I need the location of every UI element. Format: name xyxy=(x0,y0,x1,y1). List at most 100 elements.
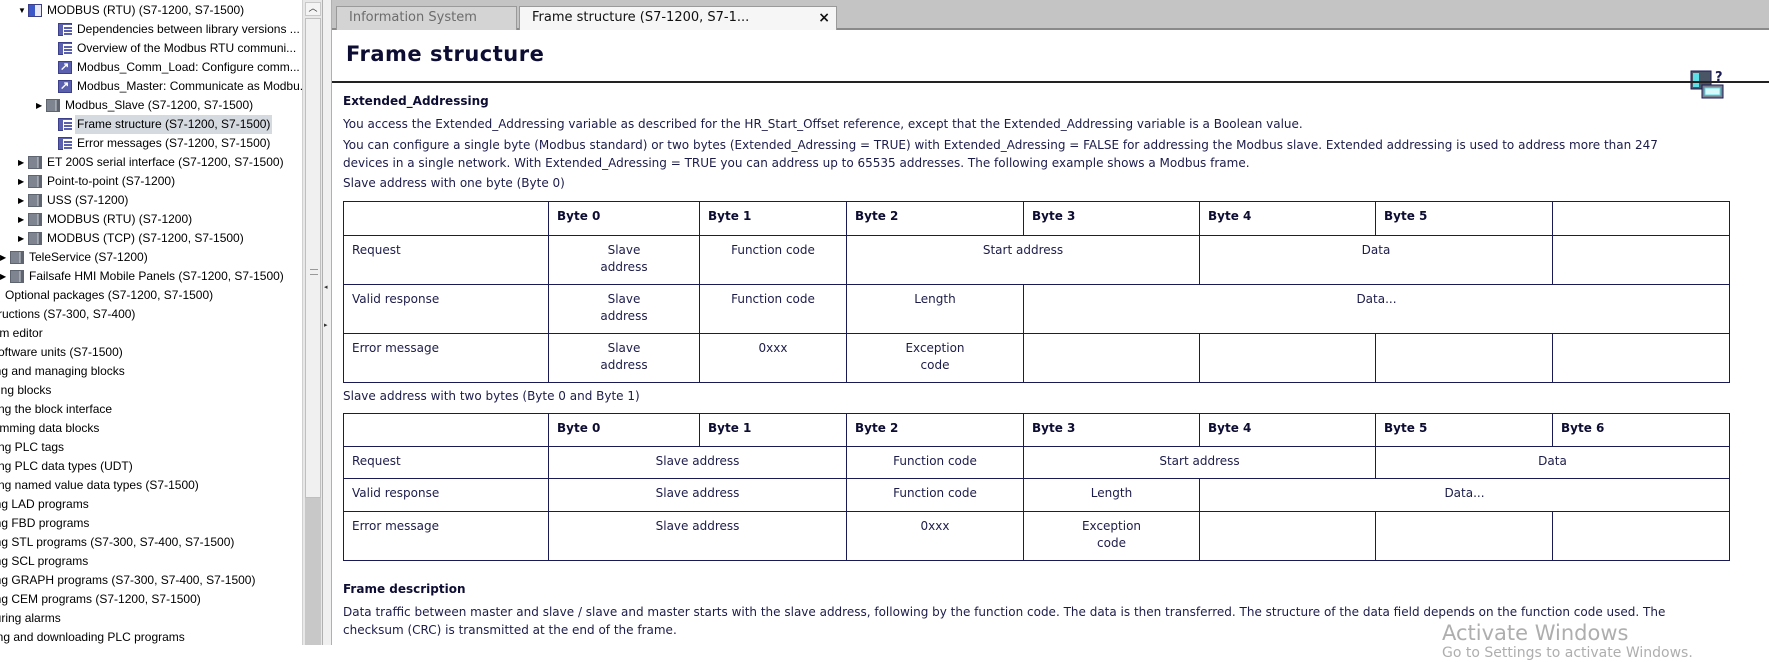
tree-item[interactable]: gram editor xyxy=(0,324,45,343)
paragraph: Data traffic between master and slave / … xyxy=(343,605,1666,619)
tree-item[interactable]: ▶ Point-to-point (S7-1200) xyxy=(18,172,177,191)
tree-item[interactable]: ▶ TeleService (S7-1200) xyxy=(0,248,150,267)
tree-item[interactable]: ating LAD programs xyxy=(0,495,91,514)
tree-item[interactable]: ▼ MODBUS (RTU) (S7-1200, S7-1500) xyxy=(18,1,246,20)
tree-item[interactable]: Error messages (S7-1200, S7-1500) xyxy=(48,134,272,153)
collapse-left-icon[interactable]: ◂ xyxy=(324,283,328,291)
cell xyxy=(1199,333,1376,383)
tree-item[interactable]: ▶ Failsafe HMI Mobile Panels (S7-1200, S7… xyxy=(0,267,286,286)
folder-icon xyxy=(28,175,42,188)
tree-item[interactable]: Overview of the Modbus RTU communi... xyxy=(48,39,298,58)
cell: Slave address xyxy=(548,478,847,512)
tree-item-label: gram editor xyxy=(0,326,43,340)
tab-information-system[interactable]: Information System xyxy=(336,6,517,30)
tree-item-label: Modbus_Slave (S7-1200, S7-1500) xyxy=(65,98,254,112)
tree-item[interactable]: g software units (S7-1500) xyxy=(0,343,125,362)
row-label: Valid response xyxy=(343,284,549,334)
cell xyxy=(1199,511,1376,561)
page-title: Frame structure xyxy=(346,42,545,66)
header-cell: Byte 0 xyxy=(548,201,700,236)
cell: Exception code xyxy=(846,333,1024,383)
help-layout-icon[interactable]: ? xyxy=(1690,68,1726,100)
row-label: Request xyxy=(343,446,549,479)
tree-item[interactable]: gramming data blocks xyxy=(0,419,101,438)
cell: Slave address xyxy=(548,511,847,561)
close-icon[interactable]: × xyxy=(818,10,830,26)
tree-item[interactable]: ▶ MODBUS (RTU) (S7-1200) xyxy=(18,210,194,229)
tree-item-label: piling and downloading PLC programs xyxy=(0,630,185,644)
tree-item-label: ating and managing blocks xyxy=(0,364,125,378)
tree-item-label: ecting blocks xyxy=(0,383,52,397)
tree-item[interactable]: ▶ USS (S7-1200) xyxy=(18,191,130,210)
tree-item-label: laring the block interface xyxy=(0,402,113,416)
folder-icon xyxy=(28,213,42,226)
cell: 0xxx xyxy=(846,511,1024,561)
tree-item[interactable]: laring the block interface xyxy=(0,400,114,419)
expand-arrow-icon[interactable]: ▶ xyxy=(0,253,7,262)
tree-item[interactable]: ating SCL programs xyxy=(0,552,90,571)
tree-item[interactable]: ating FBD programs xyxy=(0,514,91,533)
tree-item[interactable]: ating CEM programs (S7-1200, S7-1500) xyxy=(0,590,203,609)
tree-item[interactable]: laring named value data types (S7-1500) xyxy=(0,476,201,495)
scroll-up-button[interactable]: ︿ xyxy=(305,2,321,16)
tree-item[interactable]: ating GRAPH programs (S7-300, S7-400, S7… xyxy=(0,571,257,590)
expand-arrow-icon[interactable]: ▶ xyxy=(18,234,25,243)
tree-item[interactable]: ating STL programs (S7-300, S7-400, S7-1… xyxy=(0,533,236,552)
scrollbar-track[interactable] xyxy=(305,498,321,645)
tree-item[interactable]: Modbus_Master: Communicate as Modbu... xyxy=(48,77,302,96)
tree-item[interactable]: Dependencies between library versions ..… xyxy=(48,20,302,39)
tree-item[interactable]: Optional packages (S7-1200, S7-1500) xyxy=(0,286,215,305)
document-icon xyxy=(58,23,73,36)
tree-item[interactable]: ▶ ET 200S serial interface (S7-1200, S7-1… xyxy=(18,153,286,172)
tree-item-label: ating LAD programs xyxy=(0,497,89,511)
tree-item[interactable]: piling and downloading PLC programs xyxy=(0,628,187,645)
tree-item-label: Point-to-point (S7-1200) xyxy=(47,174,176,188)
collapse-arrow-icon[interactable]: ▼ xyxy=(18,6,26,15)
tree-item[interactable]: nstructions (S7-300, S7-400) xyxy=(0,305,137,324)
frame-table-one-byte: Byte 0 Byte 1 Byte 2 Byte 3 Byte 4 Byte 5 Req… xyxy=(343,201,1730,383)
tree-item[interactable]: ating and managing blocks xyxy=(0,362,127,381)
tree-item-label: Modbus_Comm_Load: Configure comm... xyxy=(77,60,300,74)
expand-arrow-icon[interactable]: ▶ xyxy=(18,158,25,167)
header-cell: Byte 1 xyxy=(699,413,847,447)
book-icon xyxy=(28,4,42,17)
tree-item-label: nstructions (S7-300, S7-400) xyxy=(0,307,136,321)
tree-item-label: ating SCL programs xyxy=(0,554,89,568)
table-row: Request Slave address Function code Start ad… xyxy=(343,235,1730,285)
tree-item-label: MODBUS (TCP) (S7-1200, S7-1500) xyxy=(47,231,244,245)
expand-arrow-icon[interactable]: ▶ xyxy=(0,272,7,281)
expand-arrow-icon[interactable]: ▶ xyxy=(18,177,25,186)
sidebar-scrollbar[interactable]: ︿ xyxy=(302,0,322,645)
tree-item-label: ating FBD programs xyxy=(0,516,90,530)
cell xyxy=(1375,511,1553,561)
tree-item[interactable]: ▶ MODBUS (TCP) (S7-1200, S7-1500) xyxy=(18,229,246,248)
tree-item[interactable]: Modbus_Comm_Load: Configure comm... xyxy=(48,58,302,77)
document-icon xyxy=(58,42,73,55)
folder-icon xyxy=(46,99,60,112)
tree-item-label: laring PLC tags xyxy=(0,440,65,454)
pane-splitter[interactable]: ◂ ▸ xyxy=(322,0,332,645)
tree-item-label: TeleService (S7-1200) xyxy=(29,250,148,264)
scrollbar-thumb[interactable] xyxy=(305,18,321,498)
table-row: Error message Slave address 0xxx Exception c… xyxy=(343,511,1730,561)
tree-item-label: Failsafe HMI Mobile Panels (S7-1200, S7-… xyxy=(29,269,284,283)
tree-item[interactable]: ▶ Modbus_Slave (S7-1200, S7-1500) xyxy=(36,96,255,115)
tree-item[interactable]: figuring alarms xyxy=(0,609,63,628)
expand-arrow-icon[interactable]: ▶ xyxy=(36,101,43,110)
tab-frame-structure[interactable]: Frame structure (S7-1200, S7-1... × xyxy=(519,6,837,30)
header-cell: Byte 0 xyxy=(548,413,700,447)
tree-item[interactable]: laring PLC data types (UDT) xyxy=(0,457,135,476)
expand-arrow-icon[interactable]: ▶ xyxy=(18,215,25,224)
tree-item[interactable]: ecting blocks xyxy=(0,381,53,400)
tree-item[interactable]: Frame structure (S7-1200, S7-1500) xyxy=(48,115,273,134)
expand-right-icon[interactable]: ▸ xyxy=(324,321,328,329)
project-tree: ▼ MODBUS (RTU) (S7-1200, S7-1500) Dependen… xyxy=(0,0,302,645)
tree-item[interactable]: laring PLC tags xyxy=(0,438,66,457)
activation-watermark: Activate Windows Go to Settings to activ… xyxy=(1442,622,1693,662)
tree-item-label: figuring alarms xyxy=(0,611,61,625)
cell xyxy=(1552,511,1730,561)
cell: Exception code xyxy=(1023,511,1200,561)
expand-arrow-icon[interactable]: ▶ xyxy=(18,196,25,205)
link-icon xyxy=(58,58,72,77)
row-label: Valid response xyxy=(343,478,549,512)
